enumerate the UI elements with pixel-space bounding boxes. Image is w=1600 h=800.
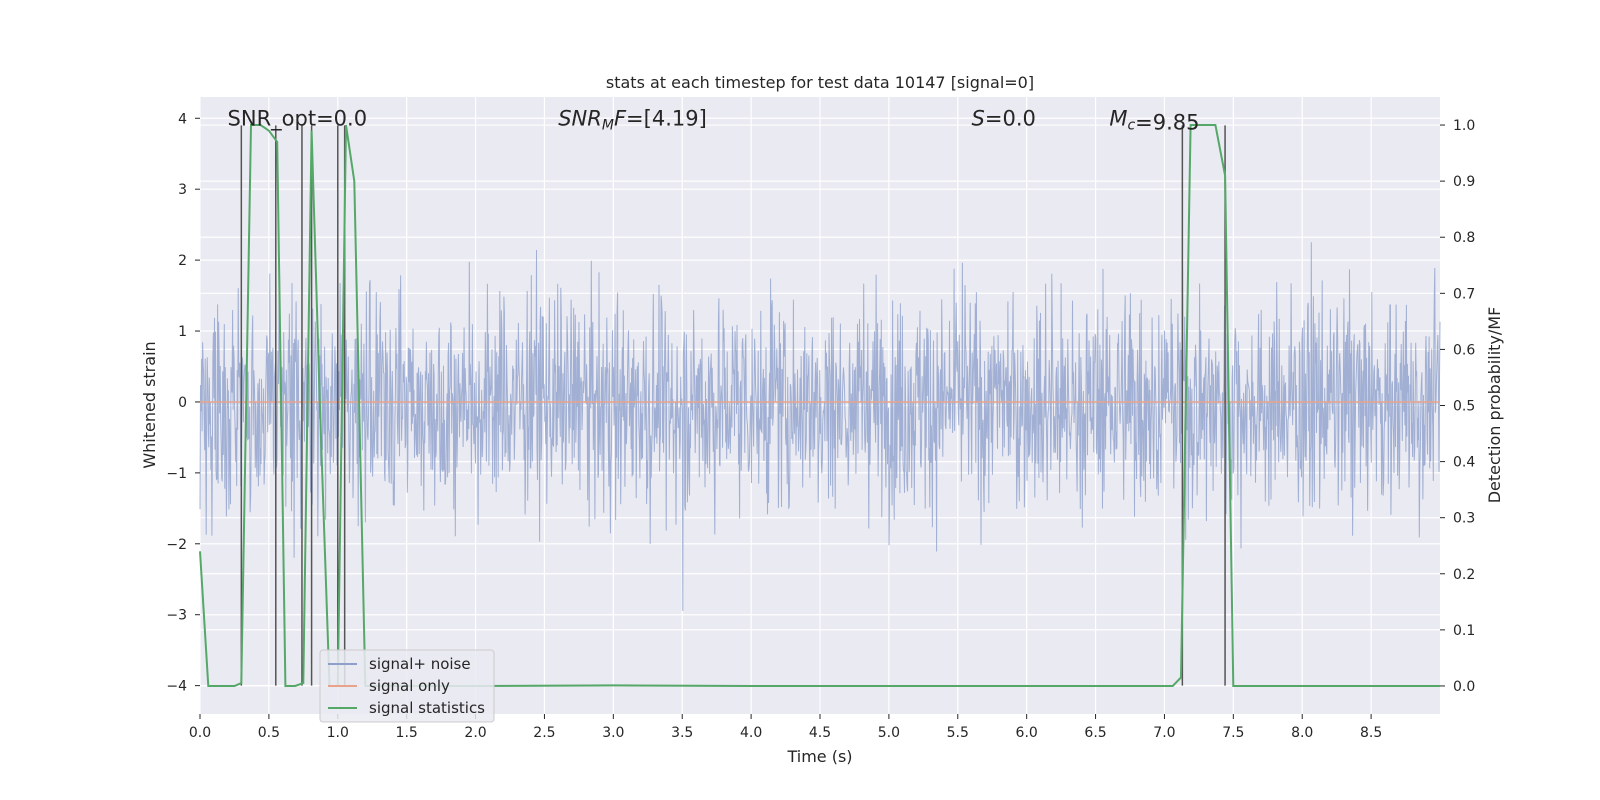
left-y-tick-label: −1: [166, 466, 187, 482]
annotations: SNR_opt=0.0 SNRMF=[4.19] S=0.0 Mc=9.85: [228, 106, 1200, 134]
right-y-tick-label: 0.4: [1453, 455, 1475, 471]
x-tick-label: 8.5: [1360, 725, 1382, 741]
x-tick-label: 1.5: [396, 725, 418, 741]
x-tick-label: 0.0: [189, 725, 211, 741]
x-tick-label: 0.5: [258, 725, 280, 741]
x-tick-label: 4.0: [740, 725, 762, 741]
x-tick-label: 4.5: [809, 725, 831, 741]
annotation: SNRMF=[4.19]: [558, 106, 707, 133]
right-y-tick-label: 0.8: [1453, 230, 1475, 246]
right-y-tick-label: 0.1: [1453, 623, 1475, 639]
left-y-axis-ticks: −4 −3 −2 −1 0 1 2 3 4: [166, 111, 200, 695]
left-y-tick-label: 4: [178, 111, 187, 127]
left-y-tick-label: 2: [178, 253, 187, 269]
x-tick-label: 2.5: [533, 725, 555, 741]
annotation: Mc=9.85: [1109, 106, 1199, 134]
x-tick-label: 8.0: [1291, 725, 1313, 741]
right-y-tick-label: 0.3: [1453, 511, 1475, 527]
x-tick-label: 5.0: [878, 725, 900, 741]
left-y-tick-label: 3: [178, 182, 187, 198]
right-y-tick-label: 0.9: [1453, 174, 1475, 190]
left-y-tick-label: −2: [166, 537, 187, 553]
right-y-tick-label: 0.0: [1453, 679, 1475, 695]
x-tick-label: 3.0: [602, 725, 624, 741]
right-y-axis-ticks: 0.0 0.1 0.2 0.3 0.4 0.5 0.6 0.7 0.8 0.9 1.0: [1440, 118, 1475, 695]
legend-label-noise: signal+ noise: [369, 655, 471, 673]
x-tick-label: 6.0: [1016, 725, 1038, 741]
x-tick-label: 7.0: [1153, 725, 1175, 741]
x-axis-ticks: 0.0 0.5 1.0 1.5 2.0 2.5 3.0 3.5 4.0 4.5 5.0 5.5 6.0 6…: [189, 714, 1382, 741]
right-y-axis-label: Detection probability/MF: [1485, 307, 1504, 504]
right-y-tick-label: 0.5: [1453, 399, 1475, 415]
right-y-tick-label: 0.2: [1453, 567, 1475, 583]
left-y-tick-label: −3: [166, 608, 187, 624]
x-axis-label: Time (s): [786, 747, 852, 766]
legend: signal+ noise signal only signal statist…: [319, 649, 495, 723]
annotation: SNR_opt=0.0: [228, 106, 368, 131]
left-y-tick-label: −4: [166, 679, 187, 695]
right-y-tick-label: 0.6: [1453, 342, 1475, 358]
legend-box: [319, 649, 495, 723]
x-tick-label: 1.0: [327, 725, 349, 741]
legend-label-statistics: signal statistics: [369, 699, 485, 717]
x-tick-label: 5.5: [947, 725, 969, 741]
left-y-tick-label: 0: [178, 395, 187, 411]
chart-title: stats at each timestep for test data 101…: [606, 73, 1034, 92]
legend-label-signal-only: signal only: [369, 677, 450, 695]
right-y-tick-label: 1.0: [1453, 118, 1475, 134]
right-y-tick-label: 0.7: [1453, 286, 1475, 302]
left-y-axis-label: Whitened strain: [140, 341, 159, 468]
x-tick-label: 6.5: [1084, 725, 1106, 741]
x-tick-label: 3.5: [671, 725, 693, 741]
x-tick-label: 2.0: [464, 725, 486, 741]
annotation: S=0.0: [972, 106, 1036, 130]
x-tick-label: 7.5: [1222, 725, 1244, 741]
left-y-tick-label: 1: [178, 324, 187, 340]
